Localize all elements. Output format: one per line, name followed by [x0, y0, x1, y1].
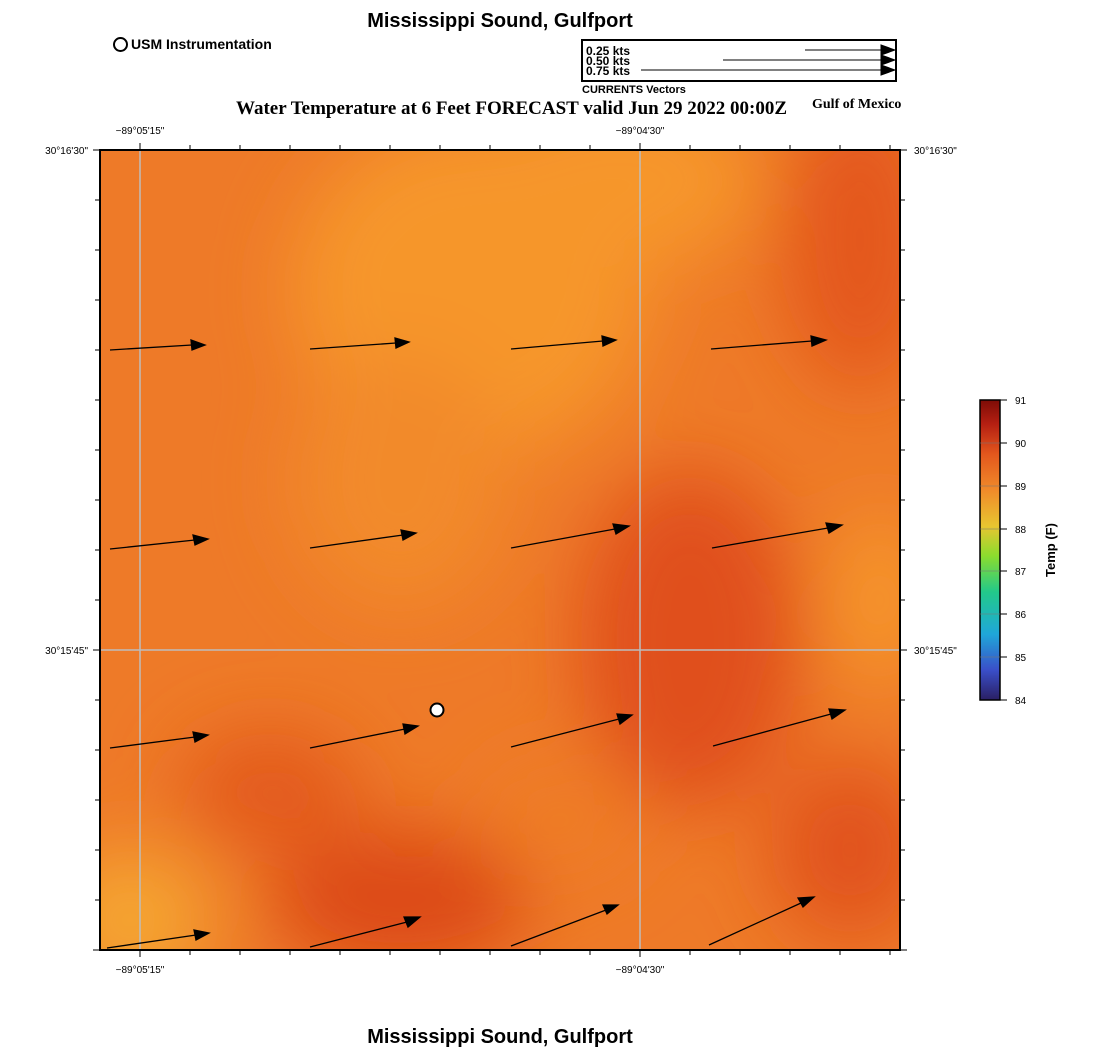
current-vectors [106, 335, 847, 949]
temperature-field [100, 150, 900, 950]
region-label: Gulf of Mexico [812, 97, 902, 112]
arrowhead-icon [880, 44, 895, 56]
lat-tick-label-left: 30°16'30" [45, 146, 88, 157]
current-vector [710, 335, 828, 350]
lat-tick-label-right: 30°16'30" [914, 146, 957, 157]
forecast-title: Water Temperature at 6 Feet FORECAST val… [236, 98, 787, 119]
current-vector [106, 929, 211, 949]
current-vector [309, 723, 420, 749]
current-vector [510, 713, 634, 748]
vector-scale-legend: 0.25 kts 0.50 kts 0.75 kts [581, 39, 897, 82]
graticule [100, 150, 900, 950]
current-vector [711, 522, 844, 549]
arrowhead-icon [880, 54, 895, 66]
colorbar-tick-label: 88 [1015, 525, 1027, 536]
station-legend-label: USM Instrumentation [131, 36, 272, 52]
station-circle-icon [113, 36, 128, 52]
lat-tick-label-right: 30°15'45" [914, 646, 957, 657]
tick-labels: −89°05'15" −89°04'30" −89°05'15" −89°04'… [45, 126, 957, 976]
lon-tick-label-bottom: −89°04'30" [616, 965, 665, 976]
colorbar-tick-label: 91 [1015, 396, 1027, 407]
colorbar-tick-label: 89 [1015, 482, 1027, 493]
lon-tick-label-top: −89°05'15" [116, 126, 165, 137]
current-vector [510, 904, 620, 947]
vector-scale-label-1: 0.25 kts [586, 44, 631, 58]
usm-station-marker[interactable] [429, 702, 445, 718]
colorbar-tick-label: 90 [1015, 439, 1027, 450]
footer-title: Mississippi Sound, Gulfport [367, 1026, 633, 1048]
colorbar-tick-label: 85 [1015, 653, 1027, 664]
frame-ticks [93, 143, 907, 957]
colorbar-title: Temp (F) [1043, 523, 1058, 577]
current-vector [712, 708, 847, 747]
current-vector [309, 337, 411, 350]
colorbar: 84 85 86 87 88 89 90 91 Temp (F) [979, 396, 1058, 707]
vector-scale-label-3: 0.75 kts [586, 64, 631, 78]
lat-tick-label-left: 30°15'45" [45, 646, 88, 657]
current-vector [708, 896, 816, 946]
current-vector [109, 731, 210, 749]
current-vector [309, 916, 422, 948]
current-vector [510, 335, 618, 350]
vector-scale-label-2: 0.50 kts [586, 54, 631, 68]
station-legend: USM Instrumentation [113, 36, 272, 52]
map-title: Mississippi Sound, Gulfport [367, 10, 633, 32]
lon-tick-label-top: −89°04'30" [616, 126, 665, 137]
colorbar-ramp [979, 399, 1001, 701]
current-vector [510, 523, 631, 549]
colorbar-tick-label: 87 [1015, 567, 1027, 578]
arrowhead-icon [880, 64, 895, 76]
colorbar-tick-label: 84 [1015, 696, 1027, 707]
vectors-caption: CURRENTS Vectors [582, 84, 686, 96]
current-vector [109, 339, 207, 351]
current-vector [109, 534, 210, 550]
vector-scale-arrows [641, 44, 895, 76]
current-vector [309, 529, 418, 549]
colorbar-tick-label: 86 [1015, 610, 1027, 621]
lon-tick-label-bottom: −89°05'15" [116, 965, 165, 976]
